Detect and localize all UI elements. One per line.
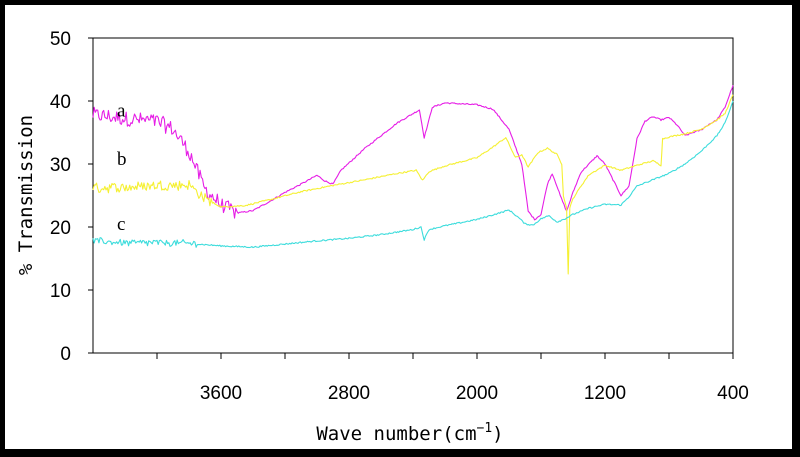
series-layer: a b c	[92, 85, 734, 275]
x-tick-label: 2000	[456, 383, 498, 404]
series-line-c	[92, 100, 734, 249]
series-label-a: a	[117, 100, 126, 121]
y-tick-label: 30	[50, 155, 71, 176]
y-tick-label: 0	[60, 344, 71, 365]
y-tick-label: 50	[50, 29, 71, 50]
series-label-b: b	[117, 149, 127, 170]
series-label-c: c	[117, 214, 125, 235]
x-tick-label: 3600	[200, 383, 242, 404]
y-tick-label: 20	[50, 218, 71, 239]
x-tick-label: 400	[717, 383, 749, 404]
y-tick-label: 40	[50, 92, 71, 113]
plot-area	[92, 37, 734, 354]
axis-layer: 0 10 20 30 40 50 3600 2800 2000 1200 400	[50, 29, 749, 404]
x-axis-title: Wave number(cm−1)	[316, 421, 503, 445]
x-tick-label: 2800	[328, 383, 370, 404]
y-tick-label: 10	[50, 281, 71, 302]
x-tick-label: 1200	[584, 383, 626, 404]
y-axis-title: % Transmission	[15, 115, 37, 275]
series-line-b	[92, 94, 734, 275]
series-line-a	[92, 85, 734, 221]
